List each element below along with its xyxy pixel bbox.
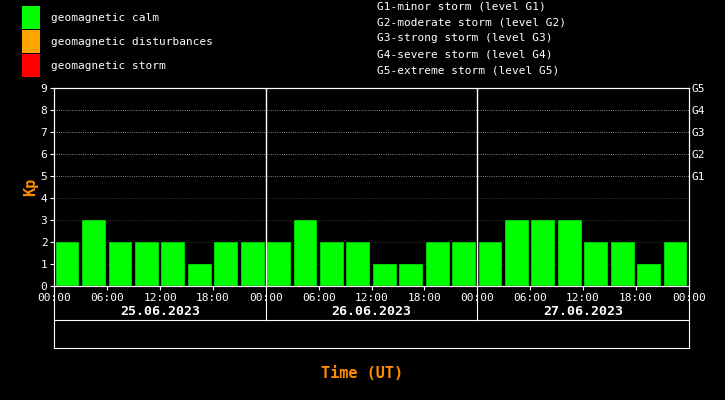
Bar (135, 242, 159, 286)
Bar (109, 242, 133, 286)
Bar (505, 220, 529, 286)
Bar (610, 242, 634, 286)
Bar (82, 220, 106, 286)
Text: G5-extreme storm (level G5): G5-extreme storm (level G5) (377, 65, 559, 75)
Text: Time (UT): Time (UT) (321, 366, 404, 382)
Text: geomagnetic disturbances: geomagnetic disturbances (51, 37, 212, 47)
Text: 25.06.2023: 25.06.2023 (120, 305, 200, 318)
Y-axis label: Kp: Kp (23, 178, 38, 196)
Bar (22, 6, 40, 29)
Bar (373, 264, 397, 286)
Bar (558, 220, 581, 286)
Text: geomagnetic calm: geomagnetic calm (51, 13, 159, 22)
Text: G2-moderate storm (level G2): G2-moderate storm (level G2) (377, 17, 566, 27)
Bar (584, 242, 608, 286)
Text: G3-strong storm (level G3): G3-strong storm (level G3) (377, 33, 552, 43)
Bar (478, 242, 502, 286)
Bar (22, 30, 40, 53)
Bar (347, 242, 370, 286)
Bar (294, 220, 318, 286)
Text: 27.06.2023: 27.06.2023 (543, 305, 623, 318)
Bar (267, 242, 291, 286)
Bar (663, 242, 687, 286)
Text: G4-severe storm (level G4): G4-severe storm (level G4) (377, 49, 552, 59)
Bar (56, 242, 80, 286)
Bar (162, 242, 185, 286)
Text: G1-minor storm (level G1): G1-minor storm (level G1) (377, 1, 546, 11)
Bar (452, 242, 476, 286)
Bar (188, 264, 212, 286)
Bar (320, 242, 344, 286)
Text: 26.06.2023: 26.06.2023 (331, 305, 412, 318)
Text: geomagnetic storm: geomagnetic storm (51, 61, 165, 70)
Bar (426, 242, 450, 286)
Bar (241, 242, 265, 286)
Bar (215, 242, 238, 286)
Bar (399, 264, 423, 286)
Bar (531, 220, 555, 286)
Bar (22, 54, 40, 77)
Bar (637, 264, 661, 286)
